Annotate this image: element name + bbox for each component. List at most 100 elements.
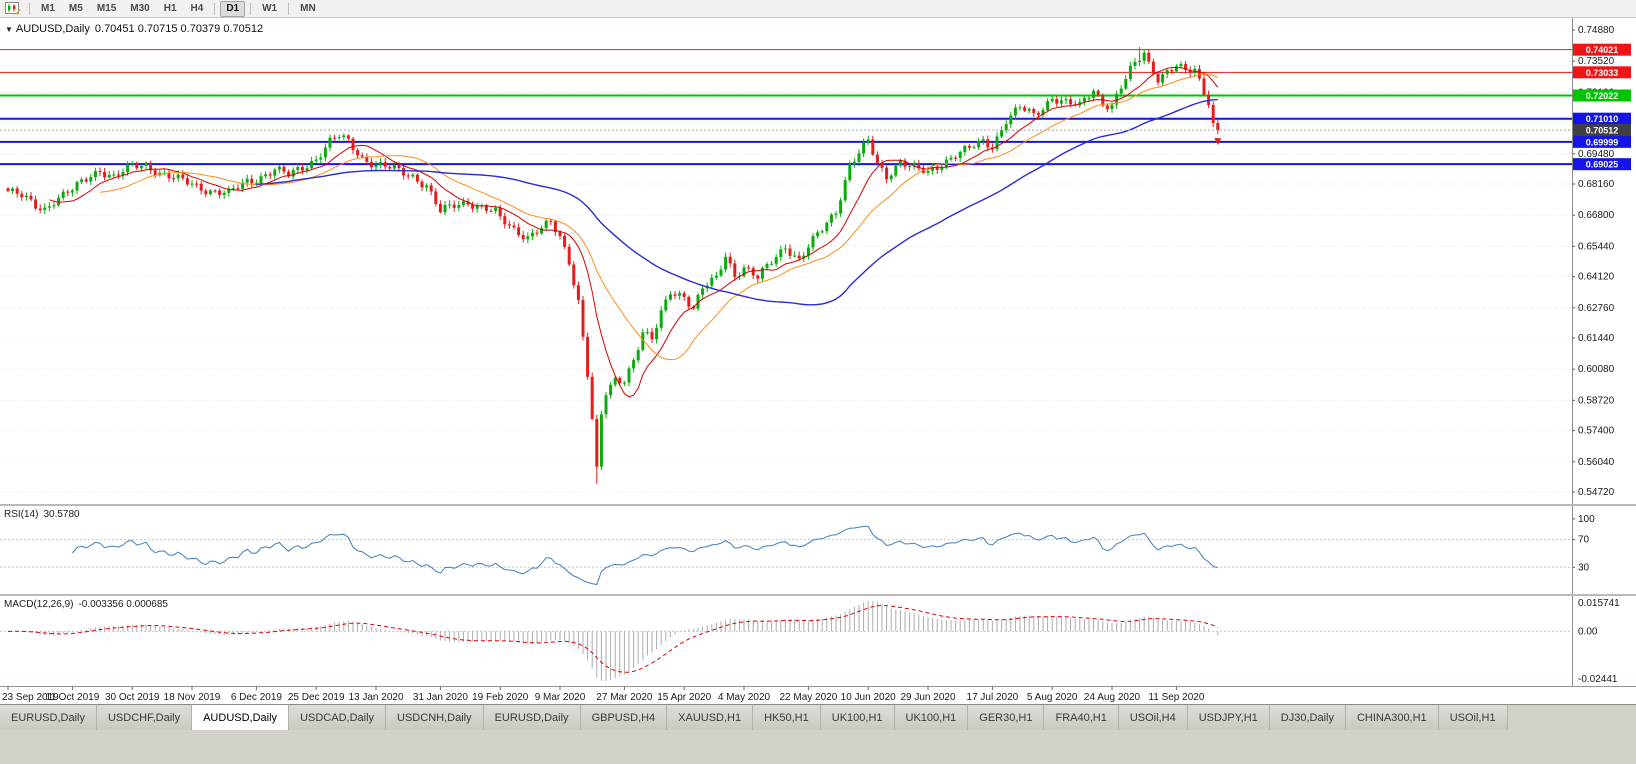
date-axis-label: 19 Feb 2020: [472, 692, 529, 703]
chart-tab-uk100-h1[interactable]: UK100,H1: [820, 705, 895, 730]
date-axis-label: 6 Dec 2019: [231, 692, 283, 703]
price-axis-label: 0.64120: [1578, 272, 1615, 283]
price-tag-value: 0.73033: [1586, 68, 1619, 78]
chart-tab-fra40-h1[interactable]: FRA40,H1: [1044, 705, 1119, 730]
price-axis-label: 0.65440: [1578, 241, 1615, 252]
date-axis-label: 31 Jan 2020: [413, 692, 468, 703]
moving-average-line: [49, 67, 1219, 398]
price-axis-label: 0.60080: [1578, 364, 1615, 375]
rsi-line: [72, 525, 1218, 586]
rsi-canvas[interactable]: 100 70 30: [0, 506, 1636, 594]
date-axis-label: 23 Sep 2019: [2, 692, 59, 703]
macd-axis-label: -0.02441: [1578, 674, 1618, 685]
price-tag: [1573, 112, 1631, 125]
price-tag-value: 0.71010: [1586, 114, 1619, 124]
chart-title: ▼ AUDUSD,Daily 0.70451 0.70715 0.70379 0.7…: [5, 23, 263, 35]
chart-tab-usoil-h1[interactable]: USOil,H1: [1438, 705, 1508, 730]
price-tag: [1573, 135, 1631, 148]
toolbar-separator: [250, 2, 252, 15]
price-chart-canvas[interactable]: 0.748800.735200.721600.694800.681600.668…: [0, 18, 1636, 504]
date-axis-label: 11 Sep 2020: [1148, 692, 1204, 703]
chart-tab-dj30-daily[interactable]: DJ30,Daily: [1269, 705, 1346, 730]
date-axis-label: 27 Mar 2020: [596, 692, 653, 703]
macd-values: -0.003356 0.000685: [78, 599, 168, 610]
chart-tab-usdjpy-h1[interactable]: USDJPY,H1: [1187, 705, 1270, 730]
chart-tab-usdchf-daily[interactable]: USDCHF,Daily: [96, 705, 193, 730]
chart-tab-uk100-h1[interactable]: UK100,H1: [894, 705, 969, 730]
date-axis-label: 13 Jan 2020: [348, 692, 403, 703]
price-chart-panel[interactable]: ▼ AUDUSD,Daily 0.70451 0.70715 0.70379 0.7…: [0, 18, 1636, 504]
price-axis-label: 0.58720: [1578, 395, 1615, 406]
rsi-axis-label: 100: [1578, 514, 1595, 525]
date-axis-label: 30 Oct 2019: [105, 692, 160, 703]
price-axis-label: 0.68160: [1578, 179, 1615, 190]
date-axis-label: 22 May 2020: [779, 692, 837, 703]
timeframe-toolbar: M1 M5 M15 M30 H1 H4 D1 W1 MN: [0, 0, 1636, 18]
rsi-value: 30.5780: [43, 509, 80, 520]
chart-tab-usoil-h4[interactable]: USOil,H4: [1118, 705, 1188, 730]
chart-tab-gbpusd-h4[interactable]: GBPUSD,H4: [580, 705, 668, 730]
macd-axis-label: 0.00: [1578, 626, 1598, 637]
chart-tab-xauusd-h1[interactable]: XAUUSD,H1: [667, 705, 754, 730]
date-axis-label: 4 May 2020: [718, 692, 771, 703]
timeframe-buttons-group: M1 M5 M15 M30 H1 H4 D1 W1 MN: [34, 0, 323, 17]
chart-tab-china300-h1[interactable]: CHINA300,H1: [1345, 705, 1439, 730]
rsi-axis-label: 30: [1578, 562, 1590, 573]
macd-signal-line: [7, 604, 1218, 673]
price-axis-label: 0.62760: [1578, 303, 1615, 314]
macd-label: MACD(12,26,9): [4, 599, 74, 610]
date-axis-label: 29 Jun 2020: [900, 692, 955, 703]
date-axis-label: 25 Dec 2019: [288, 692, 345, 703]
rsi-title: RSI(14) 30.5780: [4, 509, 80, 520]
price-axis-label: 0.54720: [1578, 487, 1615, 498]
timeframe-button-h4[interactable]: H4: [190, 2, 204, 14]
macd-title: MACD(12,26,9) -0.003356 0.000685: [4, 599, 168, 610]
timeframe-button-h1[interactable]: H1: [163, 2, 177, 14]
candles-layer: [6, 46, 1220, 484]
date-axis-label: 17 Jul 2020: [967, 692, 1019, 703]
price-axis-label: 0.66800: [1578, 210, 1615, 221]
timeframe-button-m5[interactable]: M5: [68, 2, 83, 14]
bottom-strip: [0, 730, 1636, 764]
price-tag-value: 0.72022: [1586, 91, 1619, 101]
toolbar-separator: [29, 2, 30, 15]
chart-ohlc-values: 0.70451 0.70715 0.70379 0.70512: [94, 23, 264, 35]
date-axis-label: 24 Aug 2020: [1084, 692, 1141, 703]
timeframe-button-m15[interactable]: M15: [96, 2, 117, 14]
rsi-indicator-panel[interactable]: RSI(14) 30.5780 100 70 30: [0, 504, 1636, 594]
chart-tab-ger30-h1[interactable]: GER30,H1: [968, 705, 1045, 730]
rsi-label: RSI(14): [4, 509, 39, 520]
chart-tab-eurusd-daily[interactable]: EURUSD,Daily: [0, 705, 97, 730]
price-axis-label: 0.74880: [1578, 25, 1615, 36]
price-tag-value: 0.69999: [1586, 137, 1619, 147]
timeframe-button-m30[interactable]: M30: [130, 2, 150, 14]
time-axis[interactable]: 23 Sep 2019 11 Oct 2019 30 Oct 2019 18 Nov …: [0, 686, 1636, 704]
timeframe-button-mn[interactable]: MN: [300, 2, 316, 14]
chart-tab-usdcnh-daily[interactable]: USDCNH,Daily: [386, 705, 484, 730]
macd-indicator-panel[interactable]: MACD(12,26,9) -0.003356 0.000685 0.015741…: [0, 594, 1636, 686]
price-axis-label: 0.56040: [1578, 457, 1615, 468]
macd-axis-label: 0.015741: [1578, 598, 1620, 609]
timeframe-button-m1[interactable]: M1: [41, 2, 55, 14]
price-axis-label: 0.57400: [1578, 426, 1615, 437]
timeframe-button-d1[interactable]: D1: [220, 0, 246, 17]
date-axis-label: 9 Mar 2020: [535, 692, 586, 703]
date-axis-label: 10 Jun 2020: [841, 692, 896, 703]
chart-tab-audusd-daily[interactable]: AUDUSD,Daily: [192, 705, 290, 730]
rsi-axis-label: 70: [1578, 535, 1590, 546]
timeframe-button-w1[interactable]: W1: [262, 2, 278, 14]
price-tag: [1573, 124, 1631, 137]
macd-canvas[interactable]: 0.015741 0.00 -0.02441: [0, 596, 1636, 686]
chart-dropdown-caret-icon[interactable]: ▼: [5, 25, 13, 34]
chart-tab-eurusd-daily[interactable]: EURUSD,Daily: [483, 705, 581, 730]
moving-average-line: [99, 73, 1218, 361]
price-tag-value: 0.70512: [1586, 126, 1619, 136]
moving-average-line: [256, 98, 1218, 306]
price-tag-value: 0.69025: [1586, 160, 1619, 170]
chart-tab-usdcad-daily[interactable]: USDCAD,Daily: [289, 705, 387, 730]
chart-type-icon[interactable]: [3, 2, 23, 16]
price-tag: [1573, 43, 1631, 56]
chart-tab-hk50-h1[interactable]: HK50,H1: [753, 705, 821, 730]
